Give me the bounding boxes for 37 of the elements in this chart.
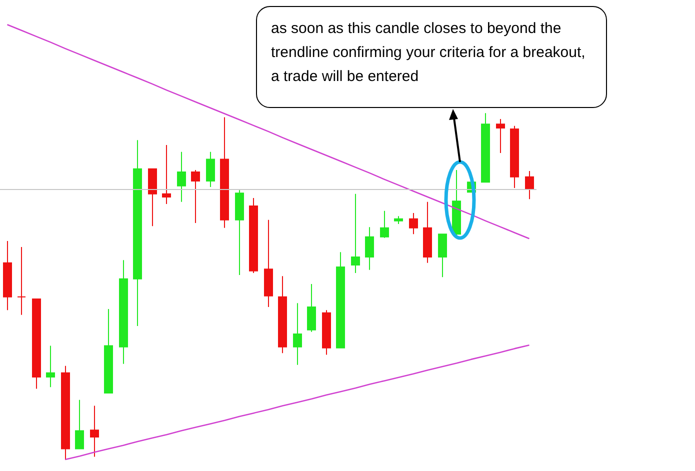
- candlestick: [3, 240, 12, 311]
- candlestick: [17, 246, 26, 316]
- candlestick: [336, 252, 345, 348]
- candlestick: [293, 302, 302, 366]
- candlestick: [307, 284, 316, 332]
- candlestick: [394, 216, 403, 225]
- candlestick: [148, 168, 157, 227]
- candlestick: [365, 226, 374, 270]
- candlestick: [510, 125, 519, 188]
- candlestick: [61, 365, 70, 460]
- candlestick: [452, 169, 461, 238]
- candlestick: [380, 210, 389, 238]
- candlestick: [525, 170, 534, 200]
- candlestick: [496, 118, 505, 154]
- candlestick: [220, 116, 229, 228]
- candlestick: [423, 201, 432, 264]
- candlestick: [177, 151, 186, 202]
- candlestick: [249, 198, 258, 274]
- candlestick: [104, 308, 113, 394]
- candlestick: [351, 193, 360, 274]
- text: as soon as this candle closes to beyond the trendline confirming your criteria for a breakout, a trade will be entered: [256, 6, 607, 108]
- candlestick: [278, 276, 287, 354]
- candlestick: [90, 405, 99, 458]
- candlestick: [133, 140, 142, 327]
- candlestick: [481, 112, 490, 183]
- candlestick: [264, 219, 273, 308]
- candlestick: [206, 151, 215, 188]
- candlestick: [46, 345, 55, 388]
- candlestick: [322, 310, 331, 356]
- candlestick: [409, 212, 418, 235]
- candlestick: [235, 190, 244, 276]
- candlestick: [75, 399, 84, 450]
- candlestick: [438, 234, 447, 278]
- candlestick: [162, 144, 171, 204]
- candlestick: [119, 260, 128, 364]
- candlestick: [32, 298, 41, 390]
- candlestick: [191, 169, 200, 224]
